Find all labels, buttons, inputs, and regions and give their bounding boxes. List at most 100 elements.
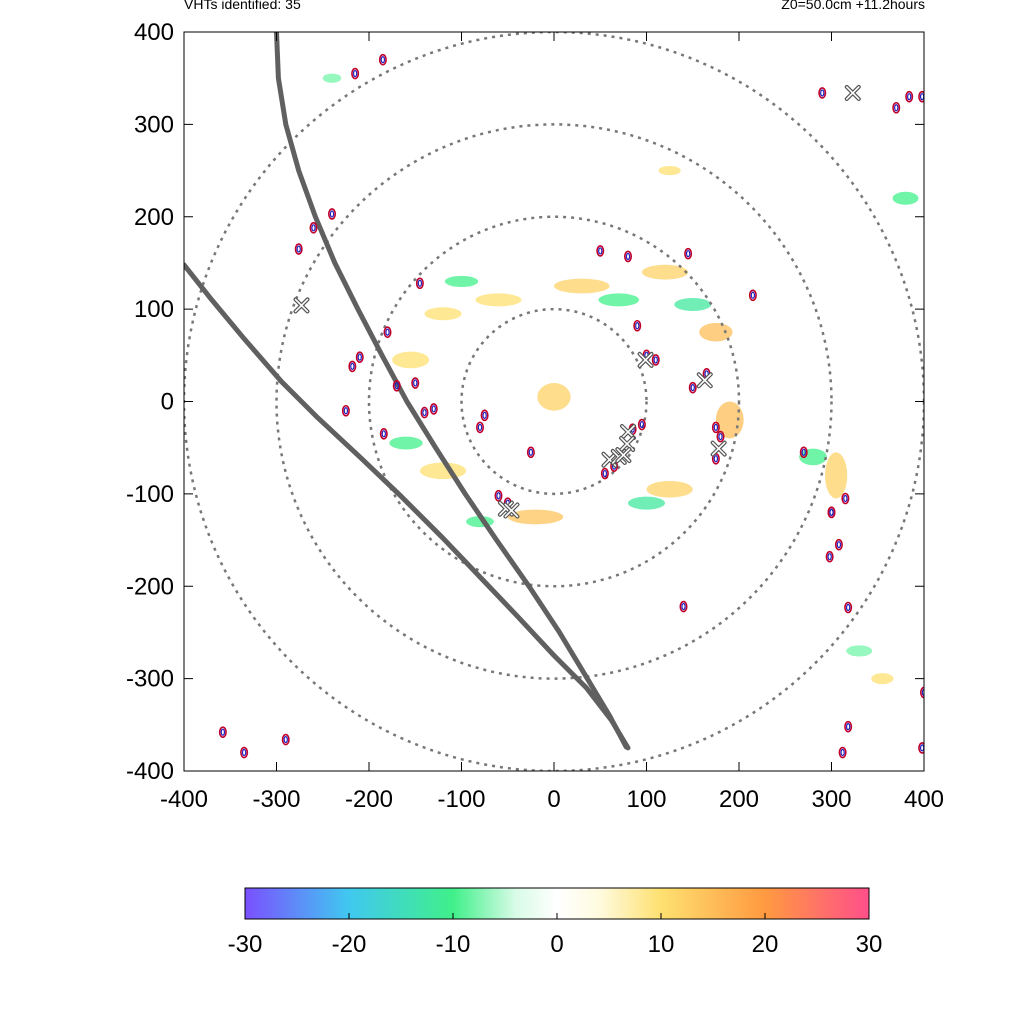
- vorticity-contour-inner: [422, 408, 427, 417]
- vorticity-contour: [688, 381, 697, 394]
- vht-marker: [637, 351, 654, 368]
- vorticity-contour-inner: [829, 508, 834, 516]
- vorticity-contour-inner: [713, 423, 719, 431]
- vorticity-contour: [309, 222, 318, 234]
- axis-ticks: -400 -300 -200 -100 0 100 200 300 400 400 300 200 10…: [126, 19, 944, 813]
- vht-marker: [293, 297, 310, 314]
- vorticity-contour-inner: [477, 423, 483, 431]
- shading-blob: [646, 480, 693, 498]
- vorticity-contour-inner: [690, 384, 695, 392]
- vorticity-contour: [818, 87, 827, 99]
- y-tick-label: -200: [126, 573, 174, 600]
- vht-markers: [293, 84, 861, 519]
- vorticity-contour: [844, 601, 853, 614]
- x-tick-label: 200: [719, 786, 759, 813]
- vorticity-contour-inner: [598, 247, 603, 255]
- vht-marker: [619, 435, 636, 452]
- vorticity-contour-inner: [919, 744, 924, 752]
- vorticity-contour: [841, 492, 850, 505]
- vorticity-contour-inner: [357, 353, 362, 361]
- shading-blob: [507, 509, 564, 525]
- shading-blob: [554, 278, 610, 294]
- vorticity-contour-inner: [921, 688, 924, 697]
- vorticity-contour-inner: [394, 382, 399, 390]
- vorticity-contour-inner: [836, 541, 842, 549]
- vht-marker-core: [504, 503, 519, 518]
- vorticity-contour: [526, 446, 535, 459]
- colorbar-tick-label: 0: [550, 931, 563, 958]
- vht-count-label: VHTs identified: 35: [184, 0, 301, 12]
- range-rings: [184, 32, 924, 771]
- vorticity-contour: [918, 90, 924, 103]
- vorticity-contour: [623, 250, 632, 263]
- colorbar-ticks: -30 -20 -10 0 10 20 30: [228, 913, 883, 958]
- vht-marker-core: [638, 353, 653, 367]
- x-tick-label: -100: [437, 786, 485, 813]
- vorticity-contour: [716, 430, 725, 443]
- run-info-label: Z0=50.0cm +11.2hours: [781, 0, 925, 12]
- vorticity-contour: [892, 101, 901, 114]
- colorbar-tick-label: -20: [332, 931, 367, 958]
- shading-blob: [537, 383, 571, 411]
- vorticity-contour: [799, 446, 808, 459]
- colorbar-tick-label: -30: [228, 931, 263, 958]
- vorticity-contour: [596, 245, 605, 257]
- vorticity-contour: [355, 351, 364, 363]
- vorticity-contour: [494, 489, 503, 502]
- y-tick-label: 100: [134, 296, 174, 323]
- colorbar-tick-label: 30: [856, 931, 883, 958]
- vorticity-contour-inner: [827, 553, 832, 561]
- vorticity-contour-inner: [750, 291, 756, 299]
- vorticity-contour: [379, 428, 388, 440]
- x-tick-label: 0: [547, 786, 560, 813]
- vorticity-contour-inner: [625, 252, 631, 261]
- colorbar-tick-label: -10: [436, 931, 471, 958]
- field-shading-layer: [322, 73, 919, 685]
- range-ring: [275, 123, 833, 680]
- vorticity-contour: [341, 404, 350, 417]
- vorticity-contour: [600, 467, 609, 480]
- vorticity-contour: [351, 67, 360, 80]
- vorticity-contour: [378, 53, 387, 66]
- storm-tracks: [184, 32, 631, 751]
- vht-marker: [696, 372, 713, 389]
- vorticity-contour: [633, 319, 642, 332]
- vorticity-contour-inner: [381, 430, 386, 438]
- vht-marker-core: [711, 441, 726, 456]
- vorticity-contour: [844, 720, 853, 733]
- shading-blob: [871, 673, 894, 685]
- shading-blob: [674, 298, 712, 311]
- vorticity-contour: [684, 247, 693, 260]
- vorticity-contour: [411, 377, 420, 389]
- vorticity-contour-inner: [350, 362, 355, 370]
- vorticity-contour-inner: [220, 728, 226, 736]
- y-tick-label: 0: [161, 389, 174, 416]
- x-tick-label: -300: [252, 786, 300, 813]
- shading-blob: [641, 264, 689, 280]
- vorticity-contour-inner: [635, 322, 640, 330]
- storm-track: [274, 32, 629, 750]
- vorticity-contour-inner: [639, 420, 645, 429]
- vorticity-contour: [383, 326, 392, 339]
- vht-marker-core: [621, 425, 635, 439]
- shading-blob: [799, 448, 827, 466]
- vorticity-contour-inner: [907, 93, 912, 101]
- vorticity-contour: [420, 406, 429, 419]
- vorticity-contour-inner: [496, 492, 501, 500]
- x-tick-label: 300: [811, 786, 851, 813]
- vorticity-contour: [905, 90, 914, 103]
- x-tick-label: -400: [160, 786, 208, 813]
- vorticity-contour: [679, 600, 688, 613]
- vorticity-contour: [711, 421, 720, 434]
- shading-blob: [715, 401, 744, 439]
- range-ring: [460, 307, 648, 496]
- vht-marker-core: [845, 86, 860, 100]
- vorticity-contour-inner: [845, 603, 851, 612]
- vorticity-contour: [281, 733, 290, 746]
- shading-blob: [392, 351, 430, 369]
- colorbar: -30 -20 -10 0 10 20 30: [228, 887, 883, 958]
- vorticity-contour-inner: [801, 448, 806, 456]
- vorticity-contour-inner: [845, 723, 851, 731]
